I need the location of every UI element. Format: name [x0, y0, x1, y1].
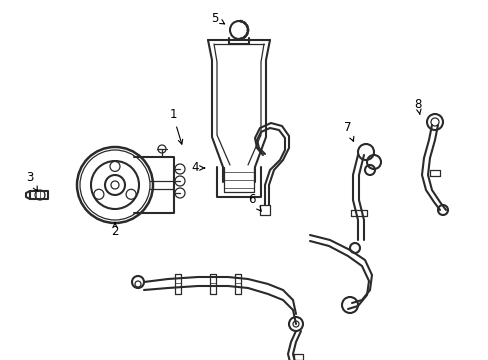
Text: 7: 7 — [344, 121, 353, 141]
Text: 2: 2 — [111, 222, 119, 238]
Text: 4: 4 — [191, 162, 204, 175]
Text: 3: 3 — [26, 171, 37, 191]
Text: 8: 8 — [413, 99, 421, 114]
Text: 5: 5 — [211, 12, 224, 24]
Text: 6: 6 — [248, 193, 261, 211]
Text: 1: 1 — [169, 108, 183, 144]
